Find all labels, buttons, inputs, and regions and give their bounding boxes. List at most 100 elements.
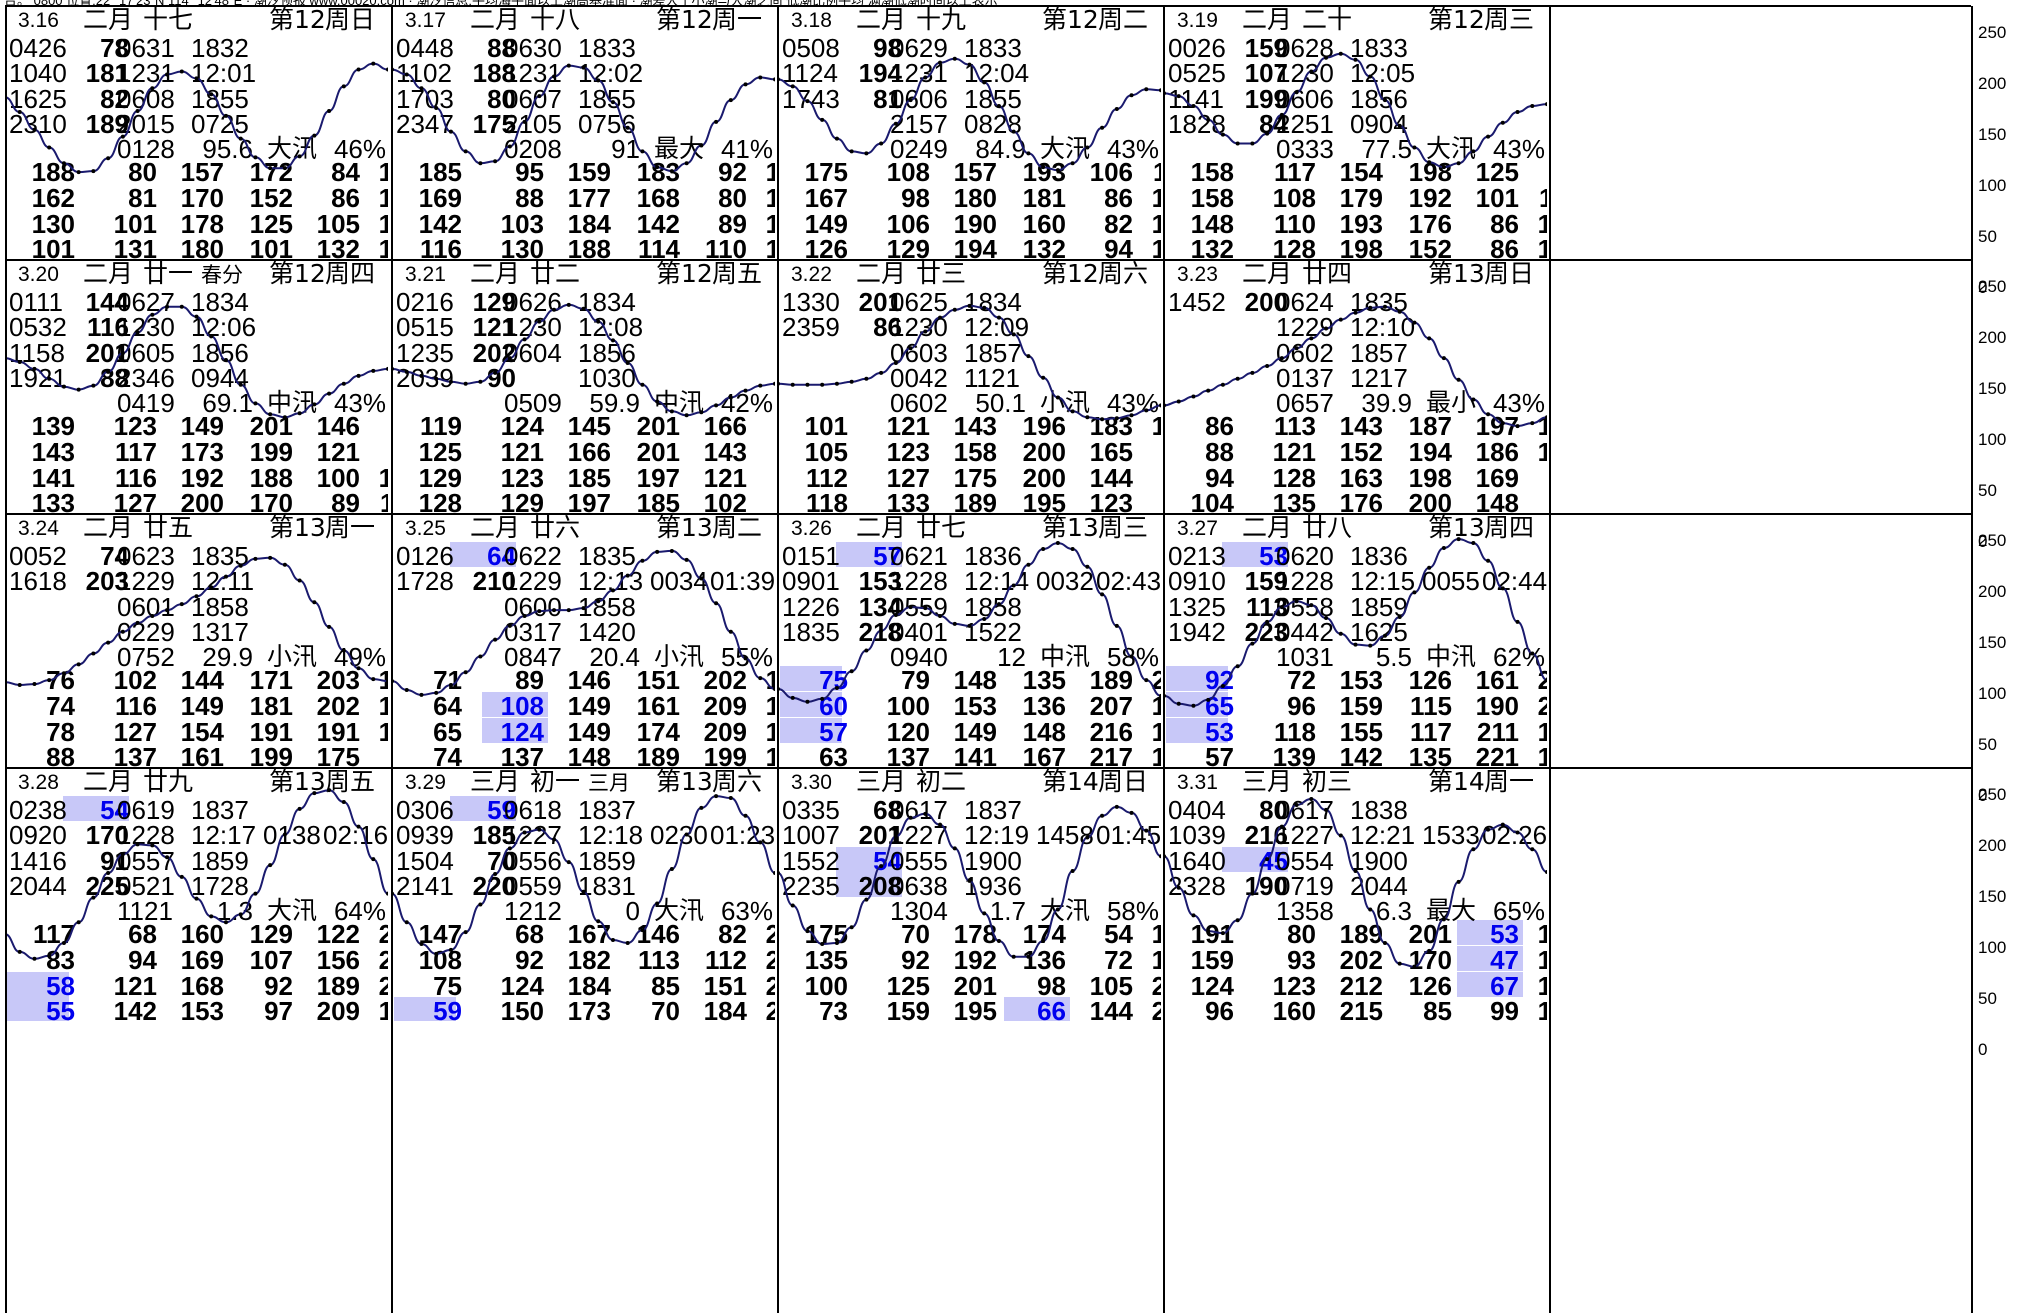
tide-curve-point [1515,619,1520,624]
hourly-value: 117 [33,919,75,949]
astro-time: 0555 [890,846,948,876]
hourly-value: 136 [1022,945,1066,975]
tide-curve-point [17,360,22,365]
tide-curve-point [253,556,258,561]
astro-value: 1837 [191,795,249,825]
hourly-value: 163 [765,209,775,239]
hourly-value: 166 [703,411,747,441]
tide-curve-point [1412,145,1417,150]
hourly-value: 151 [1151,234,1161,259]
tide-curve-point [1324,326,1329,331]
hourly-value: 130 [500,234,544,259]
tide-time: 1141 [1168,84,1224,114]
astro-value: 12:08 [578,312,644,342]
tide-type: 小汛 [267,642,318,671]
hourly-value: 175 [804,157,848,187]
tide-height: 88 [487,33,516,63]
tide-curve-point [386,679,388,684]
tide-curve-point [1026,954,1031,959]
tide-curve [778,804,1161,959]
weekday-label: 周一 [325,514,376,542]
tide-curve-point [404,687,409,692]
tide-curve-point [1011,129,1016,134]
hourly-value: 149 [567,691,611,721]
tide-curve-point [209,92,214,97]
tide-curve-point [790,382,795,387]
window-start: 0055 [1422,566,1480,596]
tide-curve-point [106,640,111,645]
day-cell: 3.16 二月 十七 第12 周日 0426 78 1040 181 1625 82 2310 189 0… [5,6,388,259]
hourly-value: 132 [1022,234,1066,259]
tide-curve-point [610,338,615,343]
tide-time: 2044 [9,871,67,901]
week-number: 第13 [1428,260,1485,288]
tide-curve-point [537,827,542,832]
astro-value: 1.7 [989,896,1026,926]
weekday-label: 周三 [1484,6,1535,34]
tide-curve-point [268,555,273,560]
hourly-value: 106 [886,209,930,239]
date-label: 3.31 [1177,771,1218,794]
tide-curve-point [1129,93,1134,98]
astro-value: 20.4 [589,642,640,672]
tide-time: 0910 [1168,566,1226,596]
hourly-value: 152 [1339,437,1383,467]
tide-curve-point [209,585,214,590]
tide-curve-point [790,84,795,89]
lunar-day: 廿五 [143,514,194,542]
tide-curve-point [566,63,571,68]
tide-curve-point [1085,564,1090,569]
tide-time: 0238 [9,795,67,825]
tide-curve-point [967,623,972,628]
tide-curve-point [908,346,913,351]
tide-curve-point [1250,141,1255,146]
hourly-value: 185 [567,463,611,493]
hourly-value: 74 [433,742,462,767]
tide-curve-point [1338,317,1343,322]
hourly-value: 104 [1190,488,1234,513]
hourly-value: 101 [804,411,848,441]
week-number: 第13 [269,768,326,796]
hourly-value: 125 [1537,209,1547,239]
tide-curve-point [17,109,22,114]
y-axis-label: 200 [1978,74,2007,93]
tide-curve-point [1353,57,1358,62]
week-number: 第12 [1042,260,1099,288]
tide-curve-point [743,388,748,393]
astro-value: 39.9 [1361,388,1412,418]
solar-term: 三月 [588,771,630,795]
tide-calendar-grid: 3.16 二月 十七 第12 周日 0426 78 1040 181 1625 82 2310 189 0… [5,5,1971,1313]
tide-curve-point [758,840,763,845]
tide-curve-point [179,874,184,879]
hourly-value: 223 [1537,665,1547,695]
tide-time: 1325 [1168,592,1226,622]
tide-curve-point [165,608,170,613]
hourly-value: 64 [433,691,462,721]
tide-curve-point [47,953,52,958]
tide-curve-point [893,834,898,839]
hourly-value: 187 [1408,411,1452,441]
tide-curve [392,794,775,956]
hourly-value: 112 [705,945,747,975]
tide-height: 208 [858,871,902,901]
hourly-value: 144 [1151,209,1161,239]
hourly-value: 166 [567,437,611,467]
hourly-value: 149 [953,717,997,747]
tide-curve-point [640,382,645,387]
low-tide-highlight [1004,997,1070,1021]
astro-value: 12:02 [578,58,644,88]
low-tide-highlight [780,692,842,717]
astro-value: 1833 [964,33,1022,63]
hourly-value: 84 [331,157,360,187]
astro-time: 0620 [1276,541,1334,571]
hourly-value: 75 [433,971,462,1001]
tide-curve-point [282,415,287,420]
hourly-value: 125 [1475,157,1519,187]
tide-height: 57 [873,541,902,571]
lunar-month: 二月 [856,514,907,542]
tide-curve-point [120,852,125,857]
date-label: 3.25 [405,517,446,540]
day-cell: 3.17 二月 十八 第12 周一 0448 88 1102 188 1703 80 2347 175 0… [392,6,775,259]
tide-time: 0448 [396,33,454,63]
hourly-value: 216 [765,945,775,975]
